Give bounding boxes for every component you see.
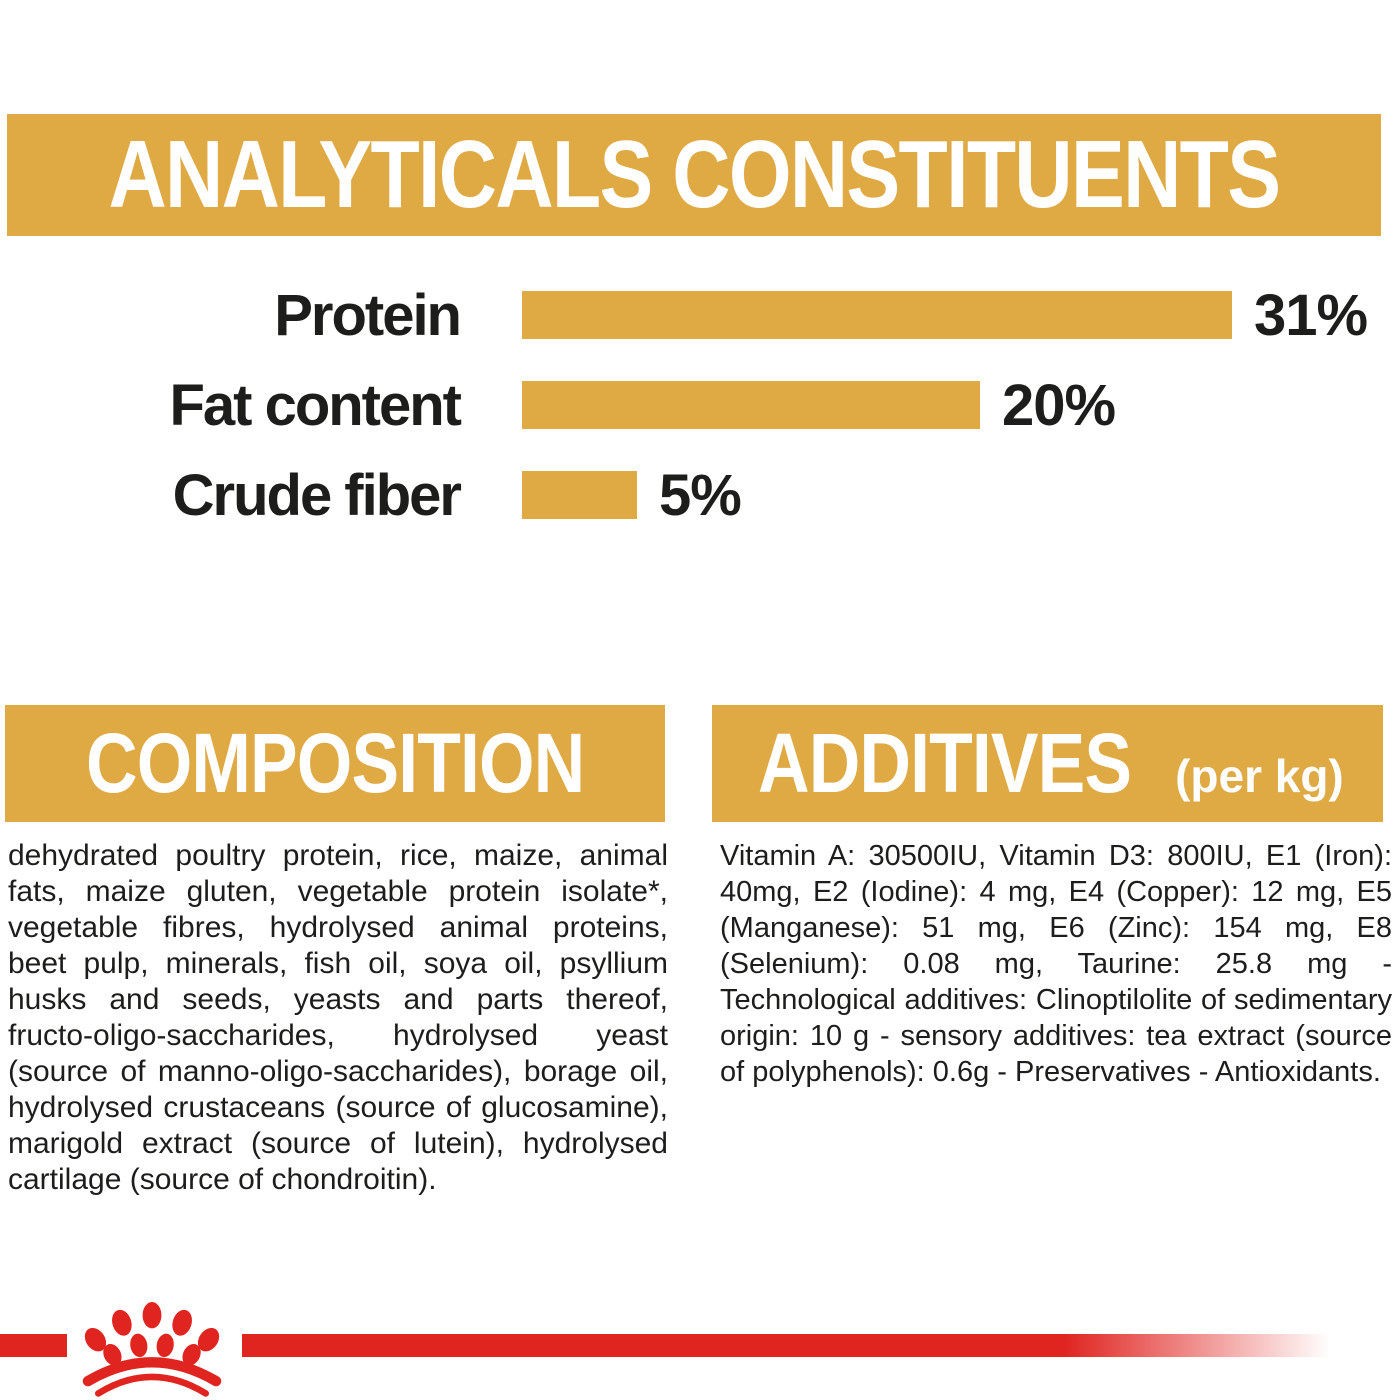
composition-text: dehydrated poultry protein, rice, maize,… [8, 839, 668, 1196]
composition-banner: COMPOSITION [5, 705, 665, 822]
additives-unit-label: (per kg) [1175, 750, 1344, 802]
analyticals-title: ANALYTICALS CONSTITUENTS [108, 121, 1281, 228]
brand-stripe-left [0, 1334, 67, 1357]
additives-title: ADDITIVES [758, 716, 1132, 810]
composition-title: COMPOSITION [85, 716, 585, 810]
fat-content-value: 20% [1002, 372, 1116, 438]
chart-row-crude-fiber: Crude fiber 5% [0, 463, 1400, 528]
fat-content-bar [522, 381, 980, 429]
brand-stripe-right [242, 1334, 1400, 1357]
analytical-constituents-chart: Protein 31% Fat content 20% Crude fiber … [0, 283, 1400, 528]
crude-fiber-value: 5% [659, 462, 742, 528]
protein-value: 31% [1254, 282, 1368, 348]
protein-label: Protein [274, 282, 462, 348]
royal-canin-crown-logo [82, 1302, 222, 1397]
chart-row-fat-content: Fat content 20% [0, 373, 1400, 438]
crude-fiber-bar [522, 471, 637, 519]
additives-banner: ADDITIVES (per kg) [712, 705, 1383, 822]
chart-row-protein: Protein 31% [0, 283, 1400, 348]
fat-content-label: Fat content [169, 372, 462, 438]
analyticals-banner: ANALYTICALS CONSTITUENTS [7, 114, 1381, 236]
additives-title-group: ADDITIVES (per kg) [758, 715, 1344, 812]
protein-bar [522, 291, 1232, 339]
additives-text: Vitamin A: 30500IU, Vitamin D3: 800IU, E… [720, 840, 1392, 1088]
crude-fiber-label: Crude fiber [172, 462, 462, 528]
